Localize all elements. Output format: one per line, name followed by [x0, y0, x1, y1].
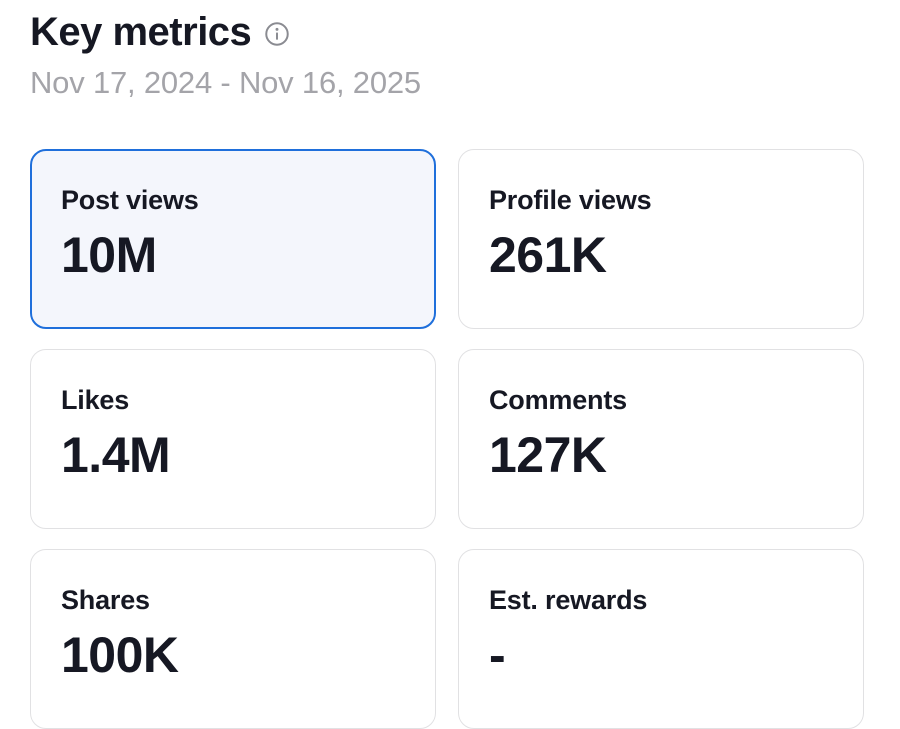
title-row: Key metrics	[30, 8, 864, 56]
metric-value: 100K	[61, 627, 179, 684]
metric-card-profile-views[interactable]: Profile views 261K	[458, 149, 864, 330]
metric-card-est-rewards[interactable]: Est. rewards -	[458, 549, 864, 729]
metric-value: 127K	[489, 427, 607, 484]
page-title: Key metrics	[30, 10, 252, 54]
metric-label: Comments	[489, 385, 627, 416]
metric-value: -	[489, 627, 506, 684]
metric-card-post-views[interactable]: Post views 10M	[30, 149, 436, 330]
metric-card-shares[interactable]: Shares 100K	[30, 549, 436, 729]
metric-card-likes[interactable]: Likes 1.4M	[30, 349, 436, 530]
metric-label: Profile views	[489, 185, 652, 216]
info-icon[interactable]	[263, 20, 291, 48]
metric-card-comments[interactable]: Comments 127K	[458, 349, 864, 530]
header: Key metrics Nov 17, 2024 - Nov 16, 2025	[0, 0, 900, 101]
metric-value: 1.4M	[61, 427, 171, 484]
metric-label: Post views	[61, 185, 199, 216]
metric-label: Likes	[61, 385, 130, 416]
metric-value: 10M	[61, 227, 157, 284]
metric-label: Shares	[61, 585, 150, 616]
date-range: Nov 17, 2024 - Nov 16, 2025	[30, 65, 421, 100]
metric-label: Est. rewards	[489, 585, 648, 616]
metrics-grid: Post views 10M Profile views 261K Likes …	[30, 149, 864, 729]
metric-value: 261K	[489, 227, 607, 284]
